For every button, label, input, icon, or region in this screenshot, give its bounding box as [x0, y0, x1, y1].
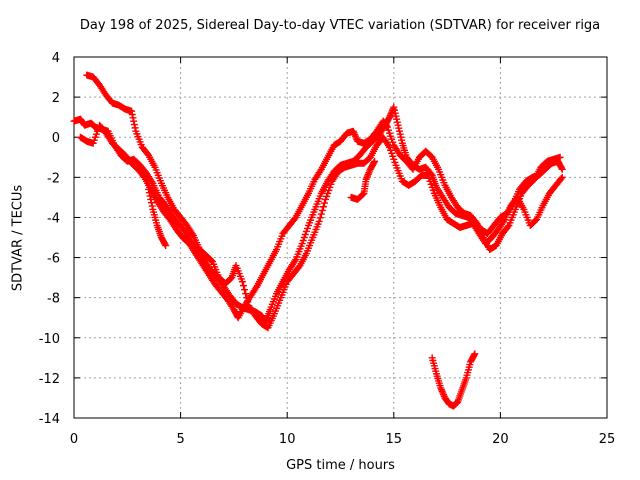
data-point: [147, 195, 155, 203]
y-axis-label: SDTVAR / TECUs: [10, 184, 26, 292]
data-series: [428, 350, 479, 410]
data-point: [242, 290, 250, 298]
x-axis-label: GPS time / hours: [286, 458, 395, 473]
data-point: [504, 223, 512, 231]
plot-frame: [73, 56, 608, 419]
data-point: [359, 190, 367, 198]
data-point: [318, 206, 326, 214]
data-point: [316, 214, 324, 222]
y-tick-label: -12: [39, 372, 60, 387]
data-point: [148, 202, 156, 210]
data-point: [129, 114, 137, 122]
data-point: [319, 203, 327, 211]
data-point: [371, 157, 379, 165]
data-point: [131, 124, 139, 132]
y-tick-label: 0: [52, 131, 60, 146]
x-tick-label: 25: [599, 432, 616, 447]
data-point: [208, 257, 216, 265]
data-point: [128, 107, 136, 115]
x-tick-label: 5: [176, 432, 184, 447]
data-series: [83, 71, 566, 332]
data-points: [70, 71, 566, 410]
data-point: [244, 298, 252, 306]
data-point: [238, 278, 246, 286]
data-point: [130, 121, 138, 129]
y-tick-label: -8: [47, 292, 60, 307]
x-tick-label: 0: [70, 432, 78, 447]
data-point: [558, 165, 566, 173]
data-point: [383, 122, 391, 130]
y-tick-label: -6: [47, 252, 60, 267]
data-point: [315, 217, 323, 225]
y-tick-label: -10: [39, 332, 60, 347]
data-point: [471, 350, 479, 358]
data-point: [370, 159, 378, 167]
data-point: [321, 199, 329, 207]
x-tick-label: 15: [386, 432, 403, 447]
y-tick-label: -14: [39, 412, 60, 427]
data-point: [317, 210, 325, 218]
data-point: [130, 117, 138, 125]
data-point: [558, 173, 566, 181]
y-tick-label: -2: [47, 171, 60, 186]
data-point: [239, 282, 247, 290]
data-point: [147, 199, 155, 207]
x-tick-label: 10: [279, 432, 296, 447]
grid: [74, 57, 607, 418]
data-point: [556, 153, 564, 161]
data-point: [145, 185, 153, 193]
data-point: [162, 242, 170, 250]
data-point: [128, 110, 136, 118]
x-tick-label: 20: [492, 432, 509, 447]
data-point: [243, 294, 251, 302]
data-series: [145, 157, 379, 250]
data-point: [470, 351, 478, 359]
data-point: [558, 164, 566, 172]
data-point: [557, 175, 565, 183]
data-point: [161, 240, 169, 248]
data-point: [146, 192, 154, 200]
data-point: [145, 189, 153, 197]
y-tick-label: -4: [47, 211, 60, 226]
y-tick-label: 4: [52, 51, 60, 66]
chart-title: Day 198 of 2025, Sidereal Day-to-day VTE…: [79, 18, 601, 33]
y-tick-label: 2: [52, 91, 60, 106]
data-point: [241, 286, 249, 294]
